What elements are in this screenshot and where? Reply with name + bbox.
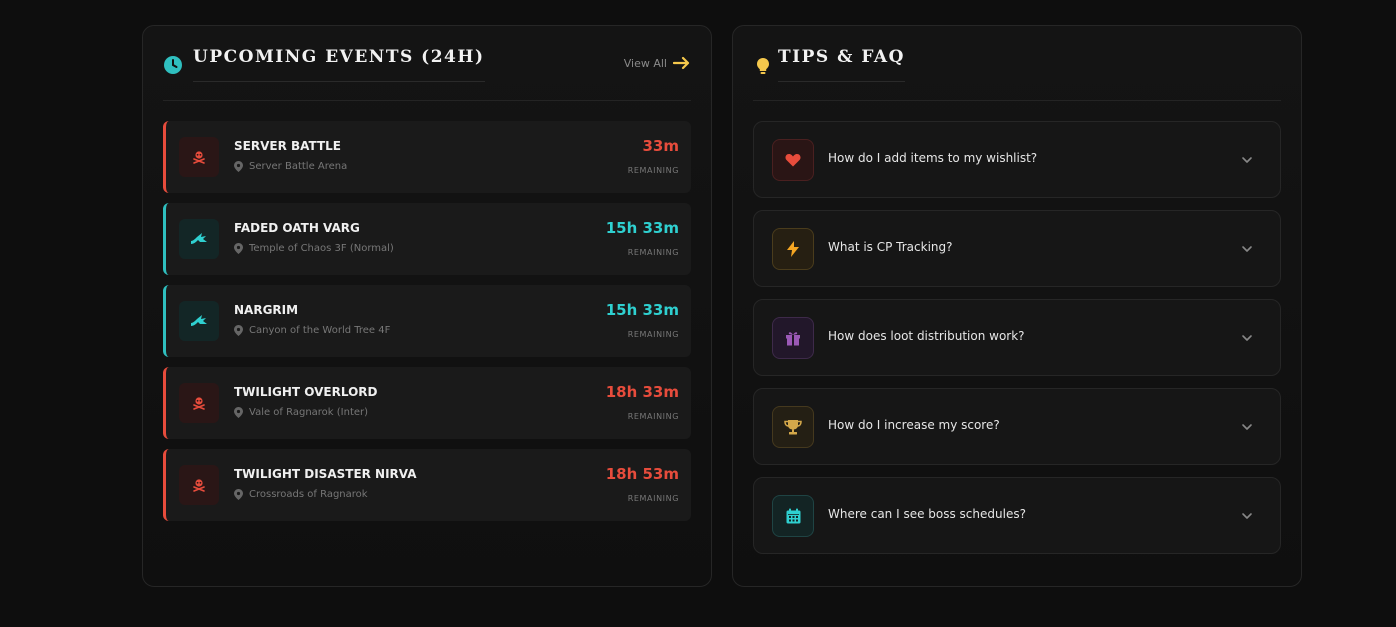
gift-icon [786, 332, 800, 346]
dragon-icon [191, 315, 207, 326]
faq-panel-title: TIPS & FAQ [778, 47, 905, 82]
event-card[interactable]: SERVER BATTLE Server Battle Arena 33m RE… [163, 121, 691, 193]
event-icon-box [179, 383, 219, 423]
chevron-down-icon [1242, 246, 1252, 252]
event-name: FADED OATH VARG [234, 221, 360, 235]
trophy-icon [784, 420, 802, 435]
remaining-label: REMAINING [627, 248, 679, 257]
chevron-down-icon [1242, 157, 1252, 163]
event-icon-box [179, 301, 219, 341]
location-pin-icon [234, 325, 243, 336]
lightbulb-icon [757, 58, 769, 74]
event-icon-box [179, 219, 219, 259]
view-all-link[interactable]: View All [624, 56, 691, 70]
event-card[interactable]: TWILIGHT OVERLORD Vale of Ragnarok (Inte… [163, 367, 691, 439]
location-pin-icon [234, 407, 243, 418]
event-name: NARGRIM [234, 303, 299, 317]
faq-item[interactable]: How do I increase my score? [753, 388, 1281, 465]
event-location: Canyon of the World Tree 4F [234, 325, 390, 336]
tips-faq-panel: TIPS & FAQ How do I add items to my wish… [732, 25, 1302, 587]
event-icon-box [179, 465, 219, 505]
faq-icon-box [772, 139, 814, 181]
event-icon-box [179, 137, 219, 177]
location-pin-icon [234, 243, 243, 254]
bolt-icon [787, 241, 799, 257]
calendar-icon [786, 508, 800, 524]
skull-crossbones-icon [193, 397, 205, 410]
faq-item[interactable]: How does loot distribution work? [753, 299, 1281, 376]
chevron-down-icon [1242, 335, 1252, 341]
event-time-remaining: 18h 53m [605, 465, 679, 483]
faq-icon-box [772, 406, 814, 448]
event-time-remaining: 15h 33m [605, 219, 679, 237]
view-all-label: View All [623, 56, 667, 70]
faq-panel-header: TIPS & FAQ [753, 26, 1281, 101]
event-location-text: Crossroads of Ragnarok [249, 489, 368, 500]
faq-question: How do I add items to my wishlist? [828, 151, 1038, 165]
event-name: TWILIGHT DISASTER NIRVA [234, 467, 417, 481]
faq-list: How do I add items to my wishlist? What … [753, 121, 1281, 566]
event-location-text: Canyon of the World Tree 4F [249, 325, 391, 336]
skull-crossbones-icon [193, 151, 205, 164]
event-location-text: Server Battle Arena [249, 161, 348, 172]
event-location: Temple of Chaos 3F (Normal) [234, 243, 394, 254]
event-name: SERVER BATTLE [234, 139, 341, 153]
faq-question: How do I increase my score? [828, 418, 1000, 432]
location-pin-icon [234, 161, 243, 172]
upcoming-events-panel: UPCOMING EVENTS (24H) View All SERVER BA… [142, 25, 712, 587]
event-card[interactable]: FADED OATH VARG Temple of Chaos 3F (Norm… [163, 203, 691, 275]
heart-icon [785, 154, 801, 167]
event-location-text: Vale of Ragnarok (Inter) [249, 407, 369, 418]
chevron-down-icon [1242, 513, 1252, 519]
faq-question: What is CP Tracking? [828, 240, 953, 254]
faq-question: How does loot distribution work? [828, 329, 1025, 343]
faq-icon-box [772, 228, 814, 270]
event-location: Vale of Ragnarok (Inter) [234, 407, 368, 418]
event-card[interactable]: TWILIGHT DISASTER NIRVA Crossroads of Ra… [163, 449, 691, 521]
arrow-right-icon [673, 56, 690, 70]
remaining-label: REMAINING [627, 412, 679, 421]
event-card[interactable]: NARGRIM Canyon of the World Tree 4F 15h … [163, 285, 691, 357]
faq-item[interactable]: What is CP Tracking? [753, 210, 1281, 287]
event-time-remaining: 33m [642, 137, 679, 155]
dragon-icon [191, 233, 207, 244]
event-location: Server Battle Arena [234, 161, 347, 172]
chevron-down-icon [1242, 424, 1252, 430]
event-name: TWILIGHT OVERLORD [234, 385, 378, 399]
skull-crossbones-icon [193, 479, 205, 492]
events-panel-title: UPCOMING EVENTS (24H) [193, 47, 485, 82]
faq-item[interactable]: How do I add items to my wishlist? [753, 121, 1281, 198]
event-list: SERVER BATTLE Server Battle Arena 33m RE… [163, 121, 691, 531]
faq-icon-box [772, 317, 814, 359]
faq-item[interactable]: Where can I see boss schedules? [753, 477, 1281, 554]
event-time-remaining: 18h 33m [605, 383, 679, 401]
event-location: Crossroads of Ragnarok [234, 489, 368, 500]
location-pin-icon [234, 489, 243, 500]
remaining-label: REMAINING [627, 330, 679, 339]
faq-icon-box [772, 495, 814, 537]
event-time-remaining: 15h 33m [605, 301, 679, 319]
remaining-label: REMAINING [627, 166, 679, 175]
event-location-text: Temple of Chaos 3F (Normal) [249, 243, 394, 254]
events-panel-header: UPCOMING EVENTS (24H) View All [163, 26, 691, 101]
faq-question: Where can I see boss schedules? [828, 507, 1026, 521]
clock-icon [164, 56, 182, 74]
remaining-label: REMAINING [627, 494, 679, 503]
